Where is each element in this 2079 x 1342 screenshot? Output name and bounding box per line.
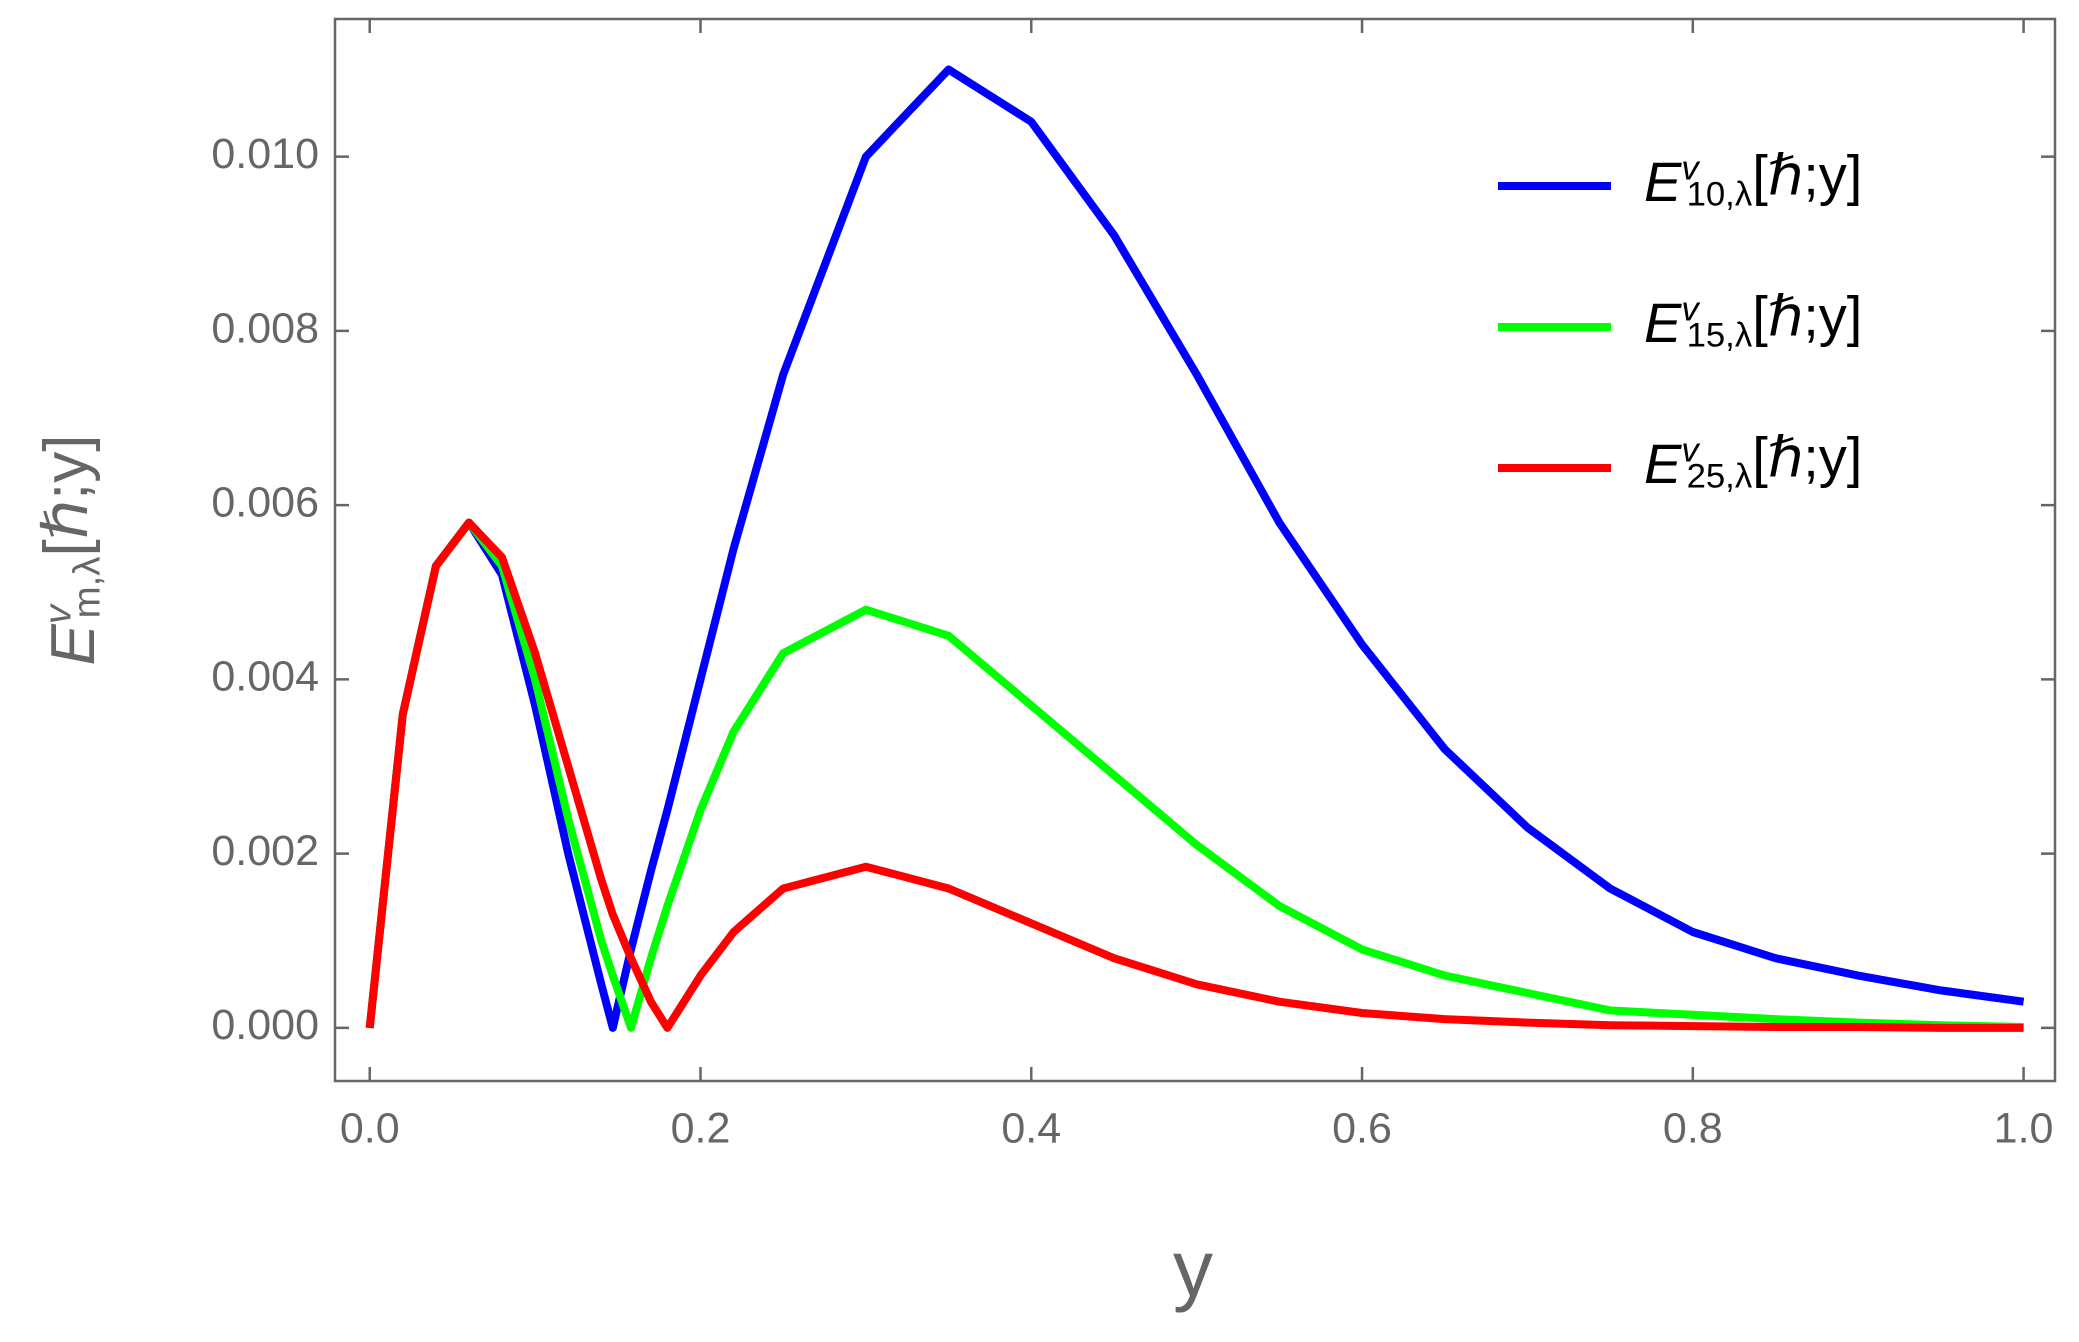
x-tick-label: 0.2	[671, 1104, 731, 1152]
y-tick-label: 0.010	[211, 130, 319, 178]
y-tick-label: 0.006	[211, 478, 319, 526]
series-line	[365, 518, 2024, 1032]
y-tick-label: 0.004	[211, 653, 319, 701]
legend-label: Ev 25,λ[ℏ;y]	[1644, 425, 1862, 495]
x-tick-label: 1.0	[1994, 1104, 2054, 1152]
x-tick-label: 0.0	[340, 1104, 400, 1152]
legend-label: Ev 15,λ[ℏ;y]	[1644, 284, 1862, 354]
legend-label: Ev 10,λ[ℏ;y]	[1644, 143, 1862, 213]
x-tick-label: 0.6	[1332, 1104, 1392, 1152]
x-tick-label: 0.4	[1001, 1104, 1061, 1152]
y-tick-label: 0.008	[211, 304, 319, 352]
y-axis-label: Evm,λ[ℏ;y]	[32, 434, 108, 665]
x-tick-label: 0.8	[1663, 1104, 1723, 1152]
series-line	[365, 518, 2024, 1032]
x-axis-label: y	[1173, 1224, 1213, 1313]
series-line	[365, 65, 2025, 1032]
y-tick-label: 0.002	[211, 827, 319, 875]
plot-frame	[333, 17, 2057, 1083]
y-tick-label: 0.000	[211, 1001, 319, 1049]
